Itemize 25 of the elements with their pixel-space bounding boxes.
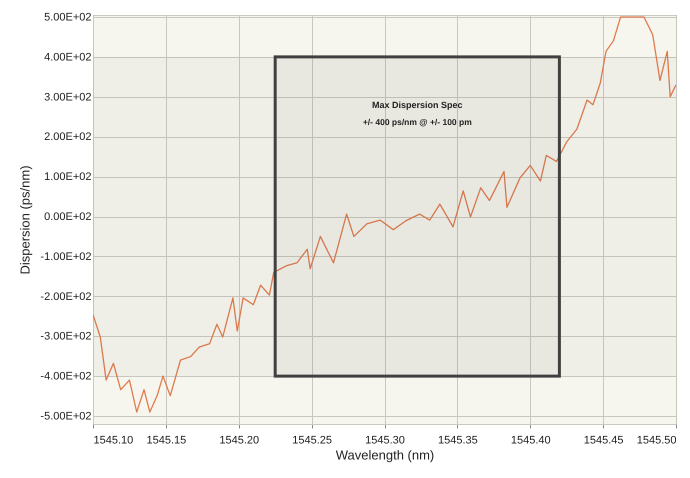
y-tick-label: 5.00E+02 [44,11,92,24]
y-tick-label: -5.00E+02 [40,410,92,423]
y-tick-label: 3.00E+02 [44,91,92,104]
y-tick-label: -2.00E+02 [40,290,92,303]
y-tick-label: -4.00E+02 [40,370,92,383]
x-tick-label: 1545.25 [292,434,332,446]
annotation: Max Dispersion Spec [372,100,463,110]
x-tick-label: 1545.40 [510,434,551,446]
y-tick-label: -3.00E+02 [40,330,92,343]
y-axis-title: Dispersion (ps/nm) [17,165,32,275]
x-axis-title: Wavelength (nm) [336,448,434,462]
y-tick-label: 2.00E+02 [44,131,92,144]
line-series [93,16,676,413]
x-tick-label: 1545.50 [636,434,676,446]
annotation: +/- 400 ps/nm @ +/- 100 pm [362,116,472,127]
y-tick-label: 0.00E+02 [44,211,92,224]
y-tick-label: 1.00E+02 [44,171,92,184]
y-tick-label: 4.00E+02 [44,51,92,64]
x-tick-label: 1545.35 [438,434,478,446]
x-tick-label: 1545.30 [365,434,405,446]
x-tick-label: 1545.20 [219,434,260,446]
x-tick-label: 1545.15 [146,434,186,446]
x-tick-label: 1545.10 [94,434,134,446]
y-tick-label: -1.00E+02 [40,250,92,263]
x-tick-label: 1545.45 [584,434,624,446]
